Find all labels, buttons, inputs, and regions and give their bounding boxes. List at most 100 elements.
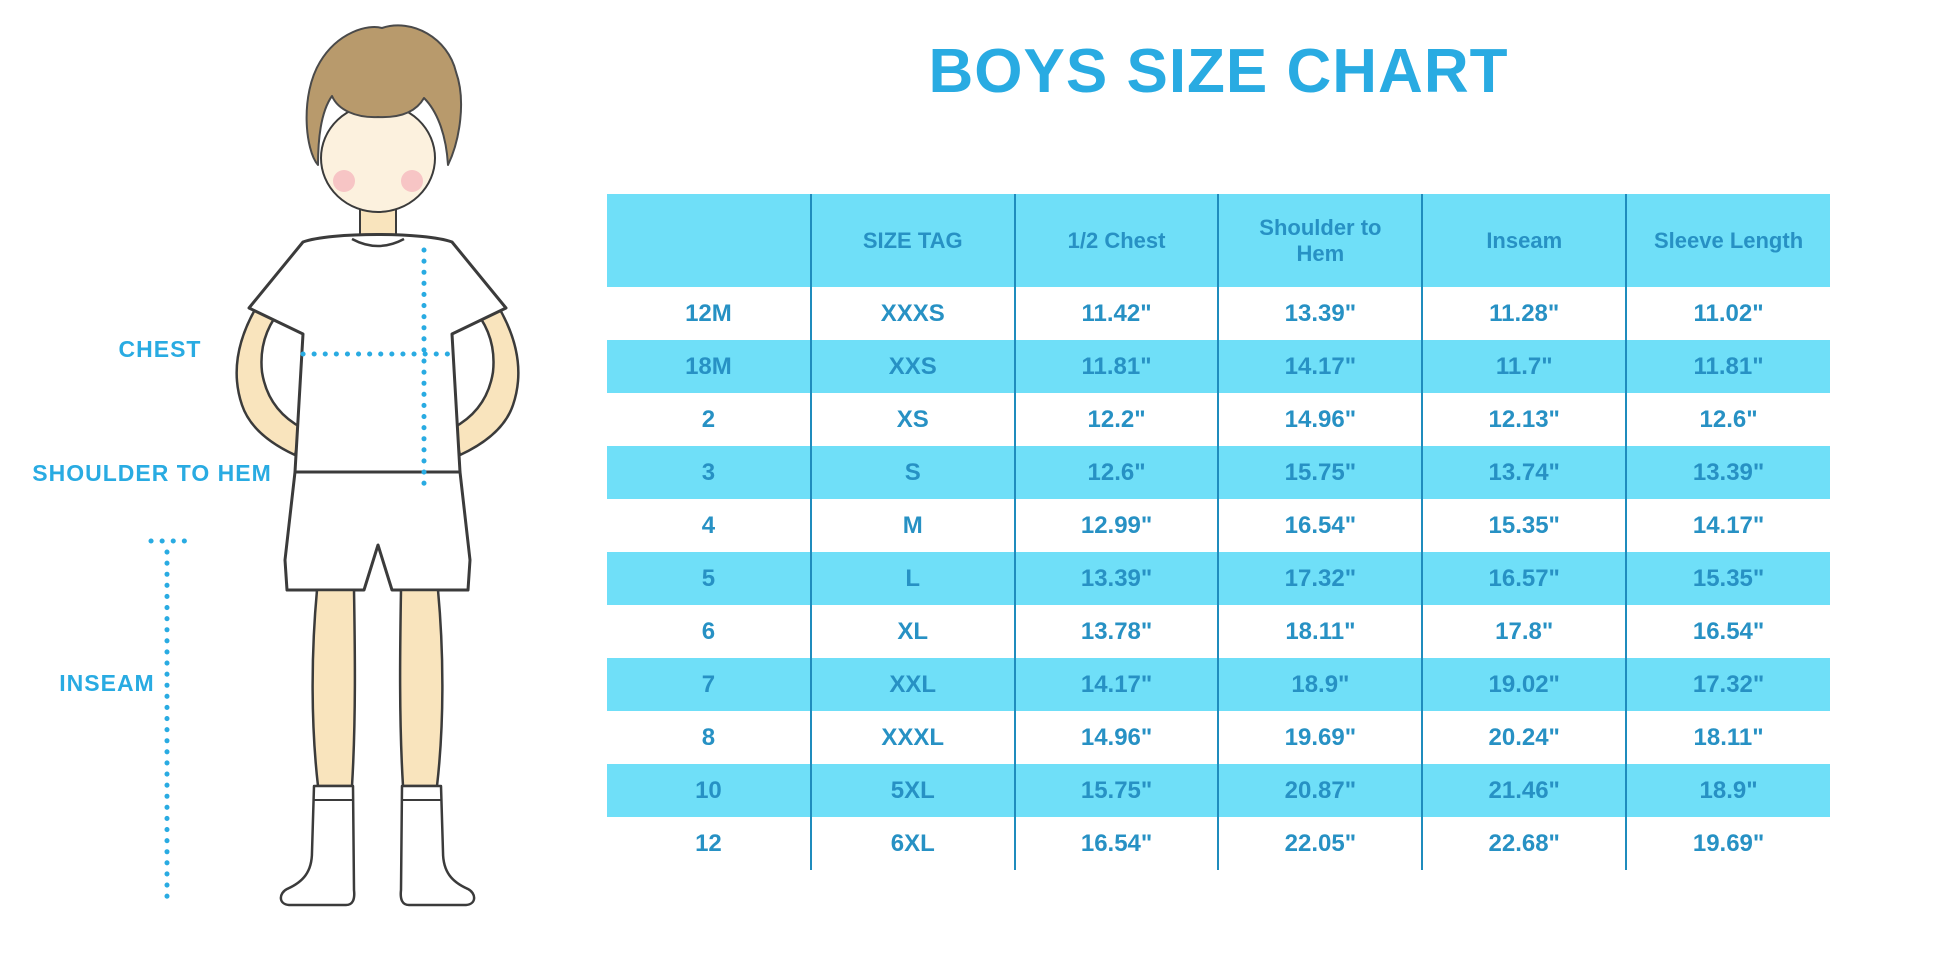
size-cell: 17.32" [1625, 658, 1830, 711]
column-header: 1/2 Chest [1013, 194, 1219, 287]
hair [305, 24, 462, 166]
size-cell: 16.57" [1421, 552, 1627, 605]
inseam-label: INSEAM [59, 670, 155, 696]
size-cell: 6 [701, 617, 716, 645]
size-cell: 10 [607, 764, 811, 817]
collar [351, 237, 405, 248]
size-cell: 22.05" [1217, 817, 1423, 870]
size-cell: 11.02" [1625, 287, 1830, 340]
shoulder-to-hem-label: SHOULDER TO HEM [32, 460, 272, 486]
size-cell: 11.81" [1625, 340, 1830, 393]
table-row: 12M XXXS 11.42" 13.39" 11.28" 11.02" [607, 287, 1830, 340]
size-cell: 18.11" [1217, 605, 1423, 658]
size-cell: 14.96" [1013, 711, 1219, 764]
size-cell: 15.35" [1421, 499, 1627, 552]
size-cell: 19.69" [1217, 711, 1423, 764]
size-cell: 3 [607, 446, 811, 499]
size-cell: 11.7" [1421, 340, 1627, 393]
size-cell: 12.2" [1013, 393, 1219, 446]
size-cell: 11.42" [1013, 287, 1219, 340]
size-cell: 11.28" [1421, 287, 1627, 340]
size-cell: XS [809, 393, 1015, 446]
header-row: SIZE TAG 1/2 Chest Shoulder to Hem Inseam Sl… [607, 194, 1830, 287]
size-cell: 6XL [809, 817, 1015, 870]
size-table: SIZE TAG 1/2 Chest Shoulder to Hem Inseam Sl… [607, 194, 1830, 870]
page-title: BOYS SIZE CHART [928, 37, 1509, 106]
size-cell: 15.75" [1013, 764, 1219, 817]
column-header: Inseam [1421, 194, 1627, 287]
size-cell: 20.87" [1217, 764, 1423, 817]
size-cell: 12.6" [1625, 393, 1830, 446]
table-row: 6 XL 13.78" 18.11" 17.8" 16.54" [607, 605, 1830, 658]
size-cell: 12.6" [1013, 446, 1219, 499]
size-table-header: SIZE TAG 1/2 Chest Shoulder to Hem Inseam Sl… [607, 194, 1830, 287]
boy-measurement-illustration: CHEST SHOULDER TO HEM INSEAM [0, 0, 600, 973]
size-cell: 13.78" [1013, 605, 1219, 658]
size-cell: 17.32" [1217, 552, 1423, 605]
boy-figure-drawing [148, 24, 520, 907]
size-cell: 13.39" [1217, 287, 1423, 340]
column-header: SIZE TAG [809, 194, 1015, 287]
size-cell: 14.17" [1625, 499, 1830, 552]
size-cell: 14.96" [1217, 393, 1423, 446]
left-sock [279, 784, 356, 907]
table-row: 7 XXL 14.17" 18.9" 19.02" 17.32" [607, 658, 1830, 711]
size-cell: XXL [809, 658, 1015, 711]
size-cell: 22.68" [1421, 817, 1627, 870]
table-row: 4 M 12.99" 16.54" 15.35" 14.17" [607, 499, 1830, 552]
size-cell: 18.11" [1625, 711, 1830, 764]
table-row: 8 XXXL 14.96" 19.69" 20.24" 18.11" [607, 711, 1830, 764]
size-cell: 7 [607, 658, 811, 711]
size-cell: XXXL [809, 711, 1015, 764]
size-cell: 5XL [809, 764, 1015, 817]
size-cell: 13.74" [1421, 446, 1627, 499]
size-cell: 19.69" [1625, 817, 1830, 870]
size-cell: 11.81" [1013, 340, 1219, 393]
face [320, 103, 436, 213]
table-row: 10 5XL 15.75" 20.87" 21.46" 18.9" [607, 764, 1830, 817]
left-blush [333, 170, 355, 192]
size-cell: 16.54" [1013, 817, 1219, 870]
size-cell: 16.54" [1217, 499, 1423, 552]
size-cell: 12 [695, 829, 722, 857]
size-cell: 4 [701, 511, 716, 539]
table-row: 3 S 12.6" 15.75" 13.74" 13.39" [607, 446, 1830, 499]
size-table-body: 12M XXXS 11.42" 13.39" 11.28" 11.02" 18M XXS 11.… [607, 287, 1830, 870]
right-leg [398, 588, 444, 788]
size-cell: XL [809, 605, 1015, 658]
size-cell: 16.54" [1625, 605, 1830, 658]
column-header: Sleeve Length [1625, 194, 1830, 287]
left-leg [311, 588, 357, 788]
size-cell: XXS [809, 340, 1015, 393]
table-row: 18M XXS 11.81" 14.17" 11.7" 11.81" [607, 340, 1830, 393]
size-cell: 2 [701, 405, 716, 433]
size-cell: 15.35" [1625, 552, 1830, 605]
table-row: 5 L 13.39" 17.32" 16.57" 15.35" [607, 552, 1830, 605]
size-cell: S [809, 446, 1015, 499]
size-cell: 19.02" [1421, 658, 1627, 711]
size-cell: 14.17" [1013, 658, 1219, 711]
size-cell: 12.99" [1013, 499, 1219, 552]
table-row: 12 6XL 16.54" 22.05" 22.68" 19.69" [607, 817, 1830, 870]
shorts [283, 470, 472, 592]
size-cell: XXXS [809, 287, 1015, 340]
chest-label: CHEST [118, 336, 202, 362]
size-cell: 12.13" [1421, 393, 1627, 446]
size-cell: 12M [685, 299, 732, 327]
size-cell: 13.39" [1013, 552, 1219, 605]
size-cell: 5 [607, 552, 811, 605]
size-cell: 18M [607, 340, 811, 393]
size-cell: 18.9" [1625, 764, 1830, 817]
table-row: 2 XS 12.2" 14.96" 12.13" 12.6" [607, 393, 1830, 446]
size-cell: 8 [701, 723, 716, 751]
size-cell: 20.24" [1421, 711, 1627, 764]
size-cell: 21.46" [1421, 764, 1627, 817]
right-sock [399, 784, 476, 907]
size-cell: 14.17" [1217, 340, 1423, 393]
size-cell: 17.8" [1421, 605, 1627, 658]
size-cell: 13.39" [1625, 446, 1830, 499]
column-header: Shoulder to Hem [1217, 194, 1423, 287]
size-cell: L [809, 552, 1015, 605]
right-blush [401, 170, 423, 192]
